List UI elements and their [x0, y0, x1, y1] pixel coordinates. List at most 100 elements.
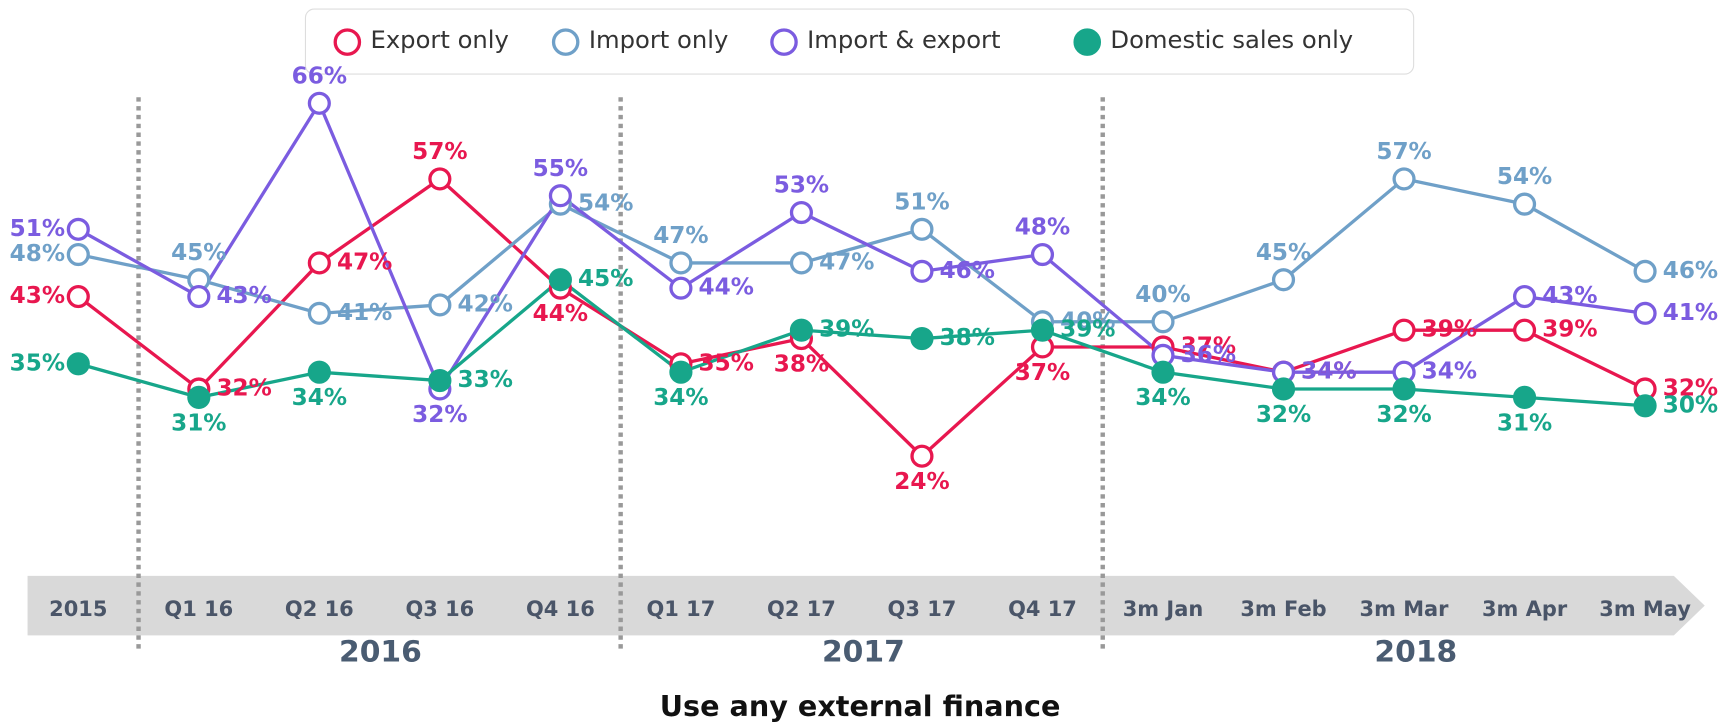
marker	[1030, 318, 1055, 342]
data-label: 41%	[1663, 300, 1718, 326]
data-label: 47%	[337, 249, 392, 275]
series-line	[77, 277, 1646, 408]
data-label: 47%	[819, 249, 874, 275]
data-label: 40%	[1060, 308, 1115, 334]
legend-marker	[770, 28, 798, 56]
data-label: 31%	[1497, 410, 1552, 436]
marker	[1512, 318, 1537, 342]
marker	[1512, 192, 1537, 216]
data-label: 45%	[171, 240, 226, 266]
marker	[307, 301, 331, 325]
marker	[1271, 268, 1296, 292]
data-label: 53%	[774, 173, 829, 199]
marker	[669, 251, 693, 275]
data-label: 38%	[774, 352, 829, 378]
legend-marker	[333, 28, 362, 56]
data-label: 30%	[1663, 392, 1718, 418]
data-label: 37%	[1015, 360, 1070, 386]
data-label: 42%	[458, 291, 513, 317]
data-label: 32%	[1663, 375, 1718, 401]
x-tick-label: 2015	[49, 597, 107, 621]
legend-label: Import only	[589, 25, 729, 54]
data-label: 32%	[412, 402, 467, 428]
chart-title: Use any external finance	[660, 689, 1061, 723]
data-label: 32%	[1376, 402, 1431, 428]
data-label: 31%	[171, 410, 226, 436]
data-label: 43%	[1542, 283, 1597, 309]
data-label: 34%	[292, 385, 347, 411]
data-label: 34%	[1301, 359, 1356, 385]
marker	[1392, 167, 1416, 191]
data-label: 35%	[699, 350, 754, 376]
marker	[307, 251, 331, 275]
data-label: 44%	[533, 301, 588, 327]
data-label: 38%	[940, 325, 995, 351]
marker	[910, 444, 934, 468]
data-label: 51%	[894, 189, 949, 215]
marker	[548, 268, 572, 292]
marker	[307, 360, 331, 384]
x-tick-label: Q4 17	[1008, 597, 1077, 621]
data-label: 34%	[653, 385, 708, 411]
marker	[1512, 385, 1537, 409]
x-tick-label: Q2 16	[285, 597, 354, 621]
marker	[1392, 377, 1416, 401]
marker	[1151, 360, 1175, 384]
data-label: 34%	[1301, 359, 1356, 385]
marker	[66, 217, 90, 241]
data-label: 36%	[1181, 342, 1236, 368]
legend-box	[304, 8, 1415, 75]
legend-label: Export only	[371, 25, 509, 54]
data-label: 32%	[1256, 402, 1311, 428]
series-line	[77, 176, 1646, 459]
marker	[1512, 284, 1537, 309]
series-line	[77, 177, 1646, 324]
legend-marker	[551, 28, 580, 56]
x-tick-label: Q1 17	[647, 597, 716, 621]
data-label: 44%	[699, 275, 754, 301]
data-label: 54%	[578, 191, 633, 217]
marker	[669, 276, 693, 300]
marker	[1633, 301, 1657, 325]
marker	[910, 217, 934, 241]
marker	[910, 259, 934, 283]
data-label: 48%	[1015, 215, 1070, 241]
data-label: 40%	[1135, 282, 1190, 308]
x-tick-label: 3m May	[1599, 597, 1691, 621]
axis-band	[27, 575, 1705, 636]
marker	[1633, 394, 1657, 418]
marker	[789, 318, 814, 342]
data-label: 34%	[1422, 359, 1477, 385]
marker	[307, 91, 331, 115]
data-label: 39%	[1060, 317, 1115, 343]
legend-label: Import & export	[807, 25, 1000, 54]
data-label: 32%	[216, 375, 271, 401]
data-label: 54%	[1497, 164, 1552, 190]
data-label: 33%	[458, 367, 513, 393]
data-label: 37%	[1181, 333, 1236, 359]
year-label: 2017	[822, 635, 905, 670]
year-label: 2018	[1374, 635, 1457, 670]
marker	[428, 293, 452, 317]
marker	[428, 368, 452, 393]
marker	[1151, 310, 1175, 334]
marker	[1271, 377, 1296, 401]
x-tick-label: 3m Jan	[1123, 597, 1204, 621]
data-label: 45%	[578, 266, 633, 292]
data-label: 43%	[10, 283, 65, 309]
marker	[910, 326, 934, 351]
data-label: 24%	[894, 469, 949, 495]
x-tick-label: 3m Apr	[1482, 597, 1568, 621]
data-label: 47%	[653, 223, 708, 249]
year-label: 2016	[339, 635, 422, 670]
data-label: 55%	[533, 156, 588, 182]
data-label: 48%	[10, 241, 65, 267]
data-label: 46%	[940, 258, 995, 284]
x-tick-label: 3m Mar	[1360, 597, 1450, 621]
x-tick-label: Q2 17	[767, 597, 836, 621]
x-tick-label: Q3 17	[888, 597, 957, 621]
data-label: 39%	[1542, 317, 1597, 343]
marker	[789, 200, 814, 225]
data-label: 45%	[1256, 240, 1311, 266]
